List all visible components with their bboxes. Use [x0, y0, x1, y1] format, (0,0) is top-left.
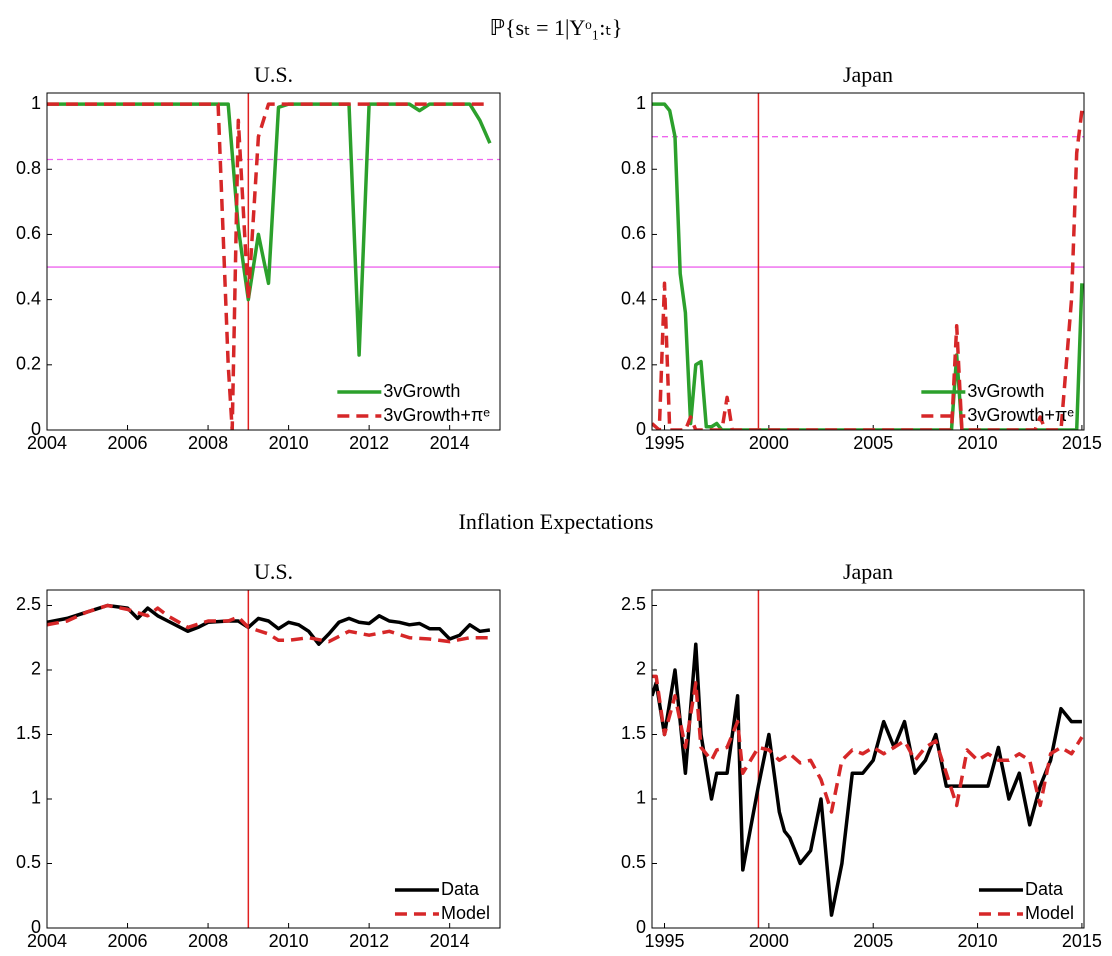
x-tick-label: 2008 — [188, 931, 228, 951]
x-tick-label: 1995 — [644, 931, 684, 951]
y-tick-label: 1 — [31, 93, 41, 113]
x-tick-label: 2014 — [430, 433, 470, 453]
y-tick-label: 0.6 — [621, 223, 646, 243]
x-tick-label: 2012 — [349, 931, 389, 951]
plot-frame — [651, 92, 1085, 431]
y-tick-label: 0.2 — [16, 354, 41, 374]
x-tick-label: 2010 — [958, 433, 998, 453]
y-tick-label: 1 — [636, 788, 646, 808]
x-tick-label: 2014 — [430, 931, 470, 951]
y-tick-label: 0.6 — [16, 223, 41, 243]
x-tick-label: 2006 — [108, 931, 148, 951]
y-tick-label: 1.5 — [621, 723, 646, 743]
x-tick-label: 2000 — [749, 931, 789, 951]
legend-label: Model — [441, 903, 490, 923]
y-tick-label: 0 — [636, 419, 646, 439]
x-tick-label: 2010 — [958, 931, 998, 951]
panel-title: U.S. — [254, 62, 293, 87]
plot-frame — [46, 92, 501, 431]
x-tick-label: 2012 — [349, 433, 389, 453]
x-tick-label: 2015 — [1062, 931, 1102, 951]
figure-title: Inflation Expectations — [459, 509, 654, 534]
y-tick-label: 0.4 — [621, 288, 646, 308]
y-tick-label: 2 — [636, 659, 646, 679]
y-tick-label: 1.5 — [16, 723, 41, 743]
y-tick-label: 2.5 — [16, 594, 41, 614]
y-tick-label: 1 — [31, 788, 41, 808]
figure-title: ℙ{sₜ = 1|Yᵒ₁:ₜ} — [490, 15, 623, 40]
x-tick-label: 2006 — [108, 433, 148, 453]
series-line — [652, 674, 1084, 814]
y-tick-label: 0.4 — [16, 288, 41, 308]
legend-label: Data — [441, 879, 480, 899]
legend-label: 3vGrowth+πᵉ — [967, 405, 1074, 425]
y-tick-label: 0.8 — [16, 158, 41, 178]
series-line — [47, 603, 490, 644]
y-tick-label: 0 — [636, 917, 646, 937]
x-tick-label: 2000 — [749, 433, 789, 453]
x-tick-label: 2015 — [1062, 433, 1102, 453]
y-tick-label: 0.2 — [621, 354, 646, 374]
legend-label: Model — [1025, 903, 1074, 923]
x-tick-label: 2008 — [188, 433, 228, 453]
x-tick-label: 2010 — [269, 433, 309, 453]
x-tick-label: 2004 — [27, 433, 67, 453]
y-tick-label: 0 — [31, 419, 41, 439]
series-line — [47, 102, 492, 357]
y-tick-label: 0.5 — [621, 852, 646, 872]
x-tick-label: 1995 — [644, 433, 684, 453]
y-tick-label: 0 — [31, 917, 41, 937]
x-tick-label: 2004 — [27, 931, 67, 951]
y-tick-label: 0.8 — [621, 158, 646, 178]
y-tick-label: 2.5 — [621, 594, 646, 614]
legend-label: Data — [1025, 879, 1064, 899]
y-tick-label: 1 — [636, 93, 646, 113]
legend-label: 3vGrowth+πᵉ — [383, 405, 490, 425]
legend-label: 3vGrowth — [967, 381, 1044, 401]
x-tick-label: 2005 — [853, 931, 893, 951]
x-tick-label: 2005 — [853, 433, 893, 453]
plot-frame — [651, 589, 1085, 929]
legend-label: 3vGrowth — [383, 381, 460, 401]
y-tick-label: 0.5 — [16, 852, 41, 872]
series-line — [47, 102, 490, 430]
panel-title: U.S. — [254, 559, 293, 584]
panel-title: Japan — [843, 559, 893, 584]
panel-title: Japan — [843, 62, 893, 87]
series-line — [47, 603, 491, 646]
x-tick-label: 2010 — [269, 931, 309, 951]
y-tick-label: 2 — [31, 659, 41, 679]
plot-frame — [46, 589, 501, 929]
series-line — [652, 642, 1082, 917]
